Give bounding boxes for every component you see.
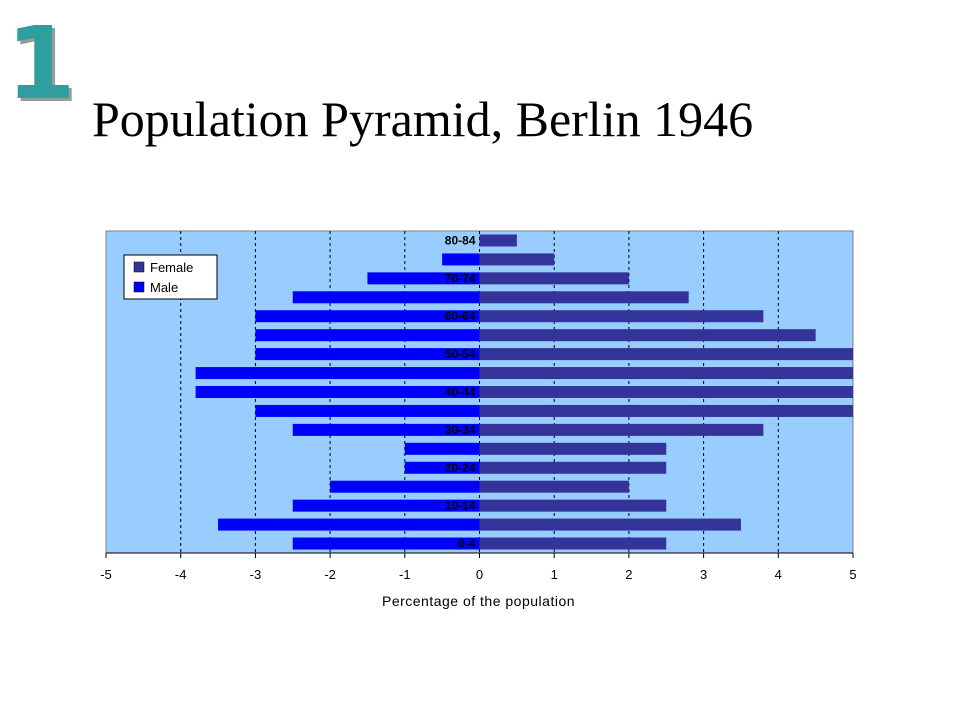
male-bar-5-9 bbox=[218, 518, 480, 531]
male-bar-35-39 bbox=[255, 404, 480, 417]
legend: Female Male bbox=[123, 254, 218, 300]
female-bar-20-24 bbox=[479, 461, 667, 474]
male-bar-20-24 bbox=[404, 461, 480, 474]
category-label: 60-64 bbox=[445, 309, 476, 323]
category-label: 20-24 bbox=[445, 461, 476, 475]
male-bar-40-44 bbox=[195, 386, 480, 398]
category-labels: 0-4 10-14 20-24 30-34 40-44 50-54 60-64 70-74 80… bbox=[445, 233, 476, 550]
male-bar-30-34 bbox=[292, 423, 480, 436]
male-bar-25-29 bbox=[404, 442, 480, 455]
male-bar-45-49 bbox=[195, 367, 480, 380]
male-bar-70-74 bbox=[367, 272, 480, 285]
male-bar-10-14 bbox=[292, 499, 480, 512]
x-tick-label: 3 bbox=[700, 567, 707, 582]
female-bar-40-44 bbox=[479, 386, 853, 398]
x-tick-label: 2 bbox=[625, 567, 632, 582]
category-label: 50-54 bbox=[445, 347, 476, 361]
x-tick-label: -5 bbox=[100, 567, 112, 582]
female-bar-30-34 bbox=[479, 423, 764, 436]
x-tick-label: -3 bbox=[250, 567, 262, 582]
female-bar-10-14 bbox=[479, 499, 667, 512]
x-tick-label: 1 bbox=[551, 567, 558, 582]
category-label: 70-74 bbox=[445, 271, 476, 285]
male-bar-75-79 bbox=[442, 253, 480, 266]
x-tick-label: 4 bbox=[775, 567, 782, 582]
male-bar-0-4 bbox=[292, 537, 480, 550]
category-label: 40-44 bbox=[445, 385, 476, 399]
x-axis: -5 -4 -3 -2 -1 0 1 2 3 4 5 bbox=[100, 552, 857, 582]
legend-label-female: Female bbox=[150, 260, 193, 275]
female-bar-25-29 bbox=[479, 442, 667, 455]
female-bar-0-4 bbox=[479, 537, 667, 550]
bars bbox=[195, 234, 853, 550]
female-bar-70-74 bbox=[479, 272, 629, 285]
x-axis-title: Percentage of the population bbox=[382, 593, 575, 609]
slide-number: 1 bbox=[6, 5, 76, 122]
category-label: 80-84 bbox=[445, 233, 476, 247]
male-bar-15-19 bbox=[330, 480, 480, 493]
legend-swatch-female bbox=[133, 261, 145, 273]
female-bar-60-64 bbox=[479, 310, 764, 323]
female-bar-5-9 bbox=[479, 518, 741, 531]
female-bar-15-19 bbox=[479, 480, 629, 493]
x-tick-label: 0 bbox=[476, 567, 483, 582]
male-bar-60-64 bbox=[255, 310, 480, 323]
male-bar-65-69 bbox=[292, 291, 480, 304]
male-bar-55-59 bbox=[255, 329, 480, 342]
legend-label-male: Male bbox=[150, 280, 178, 295]
female-bar-80-84 bbox=[479, 234, 517, 247]
female-bar-35-39 bbox=[479, 404, 853, 417]
female-bar-65-69 bbox=[479, 291, 689, 304]
category-label: 10-14 bbox=[445, 499, 476, 513]
legend-swatch-male bbox=[133, 281, 145, 293]
slide-title: Population Pyramid, Berlin 1946 bbox=[92, 91, 754, 147]
category-label: 30-34 bbox=[445, 423, 476, 437]
female-bar-50-54 bbox=[479, 348, 853, 361]
x-tick-label: -1 bbox=[399, 567, 411, 582]
female-bar-55-59 bbox=[479, 329, 816, 342]
x-tick-label: -4 bbox=[175, 567, 187, 582]
x-tick-label: 5 bbox=[849, 567, 856, 582]
category-label: 0-4 bbox=[458, 537, 476, 551]
female-bar-45-49 bbox=[479, 367, 853, 380]
x-tick-label: -2 bbox=[324, 567, 336, 582]
male-bar-50-54 bbox=[255, 348, 480, 361]
female-bar-75-79 bbox=[479, 253, 555, 266]
